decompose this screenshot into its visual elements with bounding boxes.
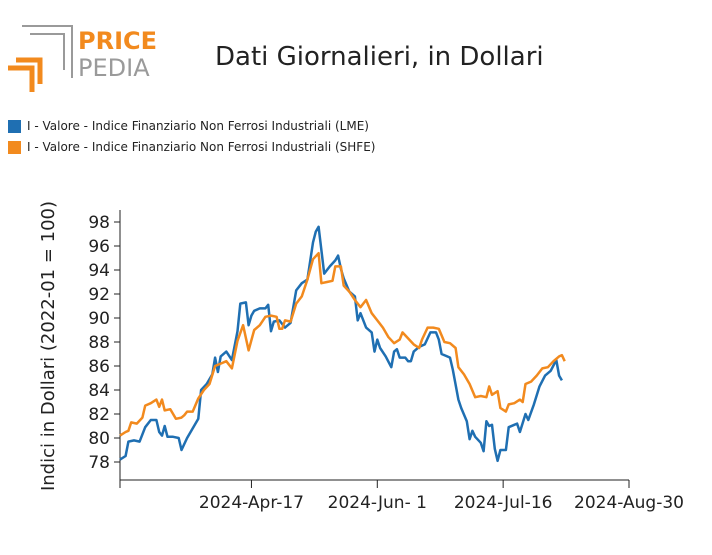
- x-tick-label: 2024-Jul-16: [454, 493, 553, 513]
- y-tick-label: 90: [88, 309, 110, 329]
- legend-swatch-lme: [8, 119, 21, 133]
- series-line-shfe: [119, 251, 566, 437]
- chart-axes: 78 80 82 84 86 88 90 92 94 96 98 2024-Apr-17 2024-Ju…: [88, 210, 684, 513]
- legend-item-lme[interactable]: I - Valore - Indice Finanziario Non Ferr…: [8, 119, 369, 133]
- y-tick-label: 92: [88, 285, 110, 305]
- legend-label-shfe: I - Valore - Indice Finanziario Non Ferr…: [27, 140, 376, 154]
- y-tick-label: 82: [88, 405, 110, 425]
- y-axis-title: Indici in Dollari (2022-01 = 100): [38, 201, 59, 491]
- x-tick-label: 2024-Aug-30: [574, 493, 684, 513]
- legend-swatch-shfe: [8, 140, 21, 154]
- y-tick-label: 80: [88, 429, 110, 449]
- x-tick-label: 2024-Jun- 1: [328, 493, 427, 513]
- y-tick-label: 98: [88, 213, 110, 233]
- x-tick-label: 2024-Apr-17: [199, 493, 304, 513]
- logo-text-pedia: PEDIA: [78, 54, 150, 82]
- y-tick-label: 86: [88, 357, 110, 377]
- chart-series: [119, 225, 566, 463]
- logo-text-price: PRICE: [78, 27, 157, 55]
- legend-item-shfe[interactable]: I - Valore - Indice Finanziario Non Ferr…: [8, 140, 375, 154]
- legend-label-lme: I - Valore - Indice Finanziario Non Ferr…: [27, 119, 369, 133]
- y-tick-label: 78: [88, 453, 110, 473]
- y-tick-label: 96: [88, 237, 110, 257]
- series-line-lme: [119, 225, 563, 463]
- y-tick-label: 84: [88, 381, 110, 401]
- y-tick-label: 94: [88, 261, 110, 281]
- pricepedia-logo: PRICE PEDIA: [8, 22, 168, 94]
- chart-title: Dati Giornalieri, in Dollari: [215, 42, 544, 72]
- y-tick-label: 88: [88, 333, 110, 353]
